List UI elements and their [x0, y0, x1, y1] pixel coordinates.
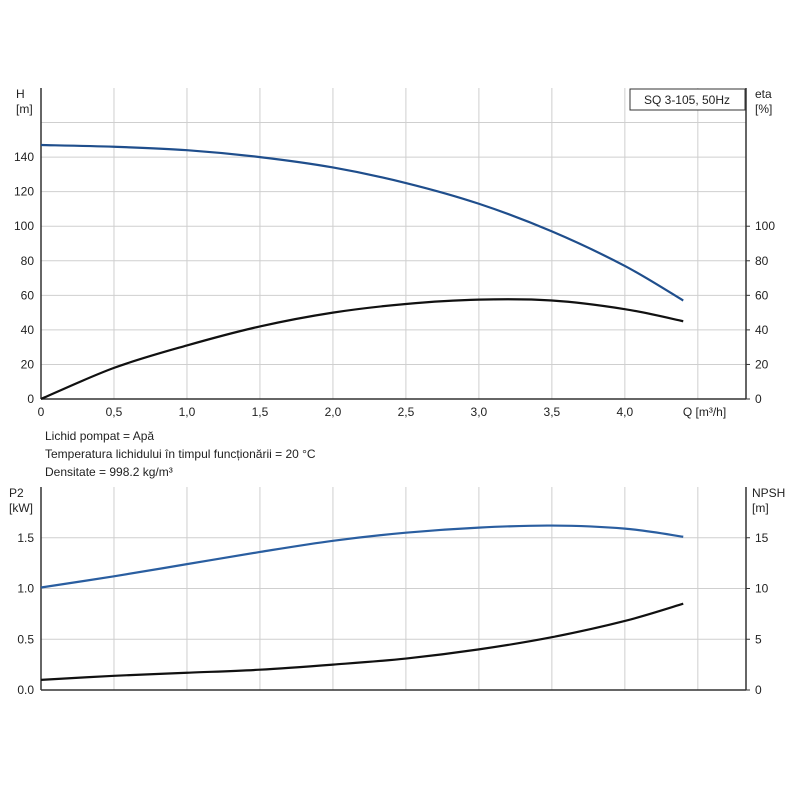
y-tick-label: 0: [27, 392, 34, 406]
y-tick-label: 80: [21, 254, 35, 268]
y-axis-label: P2: [9, 486, 24, 500]
y-tick-label: 60: [21, 288, 35, 302]
x-axis-label: Q [m³/h]: [683, 405, 726, 419]
y-tick-label: 20: [21, 357, 35, 371]
y2-tick-label: 40: [755, 323, 769, 337]
y2-tick-label: 80: [755, 254, 769, 268]
x-tick-label: 1,0: [179, 405, 196, 419]
series-line-npsh: [40, 602, 684, 681]
x-tick-label: 2,0: [325, 405, 342, 419]
y-tick-label: 1.5: [17, 531, 34, 545]
y2-tick-label: 60: [755, 288, 769, 302]
y2-tick-label: 100: [755, 219, 775, 233]
x-tick-label: 4,0: [617, 405, 634, 419]
info-temperature: Temperatura lichidului în timpul funcțio…: [45, 447, 316, 461]
y-tick-label: 0.5: [17, 632, 34, 646]
series-line-h: [40, 143, 684, 302]
title-box: [629, 88, 746, 111]
y2-tick-label: 5: [755, 632, 762, 646]
y2-tick-label: 10: [755, 582, 769, 596]
y-tick-label: 120: [14, 185, 34, 199]
y2-axis-label: NPSH: [752, 486, 785, 500]
y2-axis-label: [%]: [755, 102, 772, 116]
series-line-p2: [40, 524, 684, 589]
x-tick-label: 0,5: [106, 405, 123, 419]
y2-tick-label: 15: [755, 531, 769, 545]
y-axis-label: H: [16, 87, 25, 101]
y-tick-label: 0.0: [17, 683, 34, 697]
x-tick-label: 2,5: [398, 405, 415, 419]
y2-axis-label: eta: [755, 87, 772, 101]
y2-axis-label: [m]: [752, 501, 769, 515]
x-tick-label: 3,5: [544, 405, 561, 419]
y2-tick-label: 0: [755, 392, 762, 406]
x-tick-label: 0: [38, 405, 45, 419]
chart-title: SQ 3-105, 50Hz: [644, 93, 730, 107]
y2-tick-label: 0: [755, 683, 762, 697]
y-tick-label: 1.0: [17, 582, 34, 596]
series-line-eta: [40, 298, 684, 401]
info-density: Densitate = 998.2 kg/m³: [45, 465, 173, 479]
y-tick-label: 40: [21, 323, 35, 337]
x-tick-label: 1,5: [252, 405, 269, 419]
x-tick-label: 3,0: [471, 405, 488, 419]
y-tick-label: 140: [14, 150, 34, 164]
y-axis-label: [kW]: [9, 501, 33, 515]
info-liquid: Lichid pompat = Apă: [45, 429, 155, 443]
y2-tick-label: 20: [755, 357, 769, 371]
y-tick-label: 100: [14, 219, 34, 233]
y-axis-label: [m]: [16, 102, 33, 116]
